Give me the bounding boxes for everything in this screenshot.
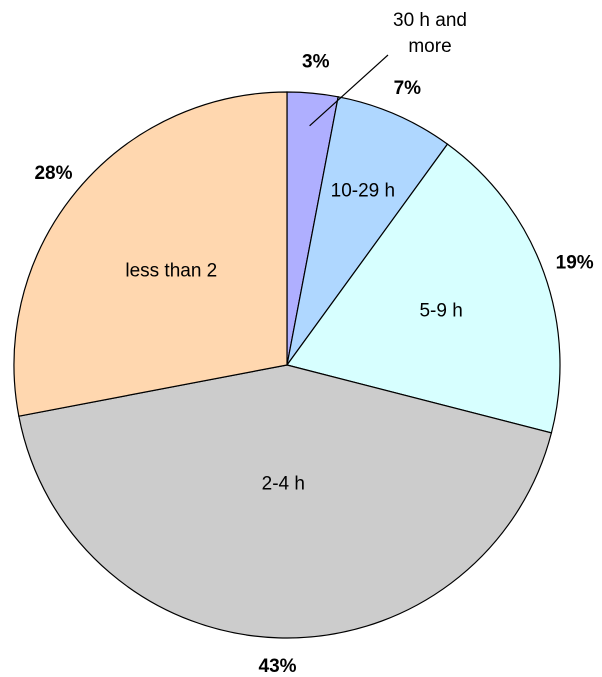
pie-labels: 3% 30 h and more 7% 10-29 h 19% 5-9 h 43% 2-4 h 2…: [34, 10, 593, 677]
pct-label-30-h-and-more: 3%: [302, 52, 330, 73]
pct-label-less-than-2: 28%: [34, 163, 72, 184]
category-label-5-9-h: 5-9 h: [419, 301, 462, 322]
pie-slice-2-4-h: [18, 364, 553, 639]
pct-label-2-4-h: 43%: [259, 656, 297, 677]
leader-line-30-h-and-more: [309, 54, 389, 127]
category-label-30-h-and-more: 30 h and more: [393, 10, 467, 57]
pie-slices: [13, 91, 561, 639]
pct-label-10-29-h: 7%: [394, 78, 422, 99]
pie-slice-less-than-2: [13, 91, 288, 417]
category-label-less-than-2: less than 2: [125, 260, 217, 281]
category-label-2-4-h: 2-4 h: [262, 473, 305, 494]
pie-slice-5-9-h: [285, 143, 561, 434]
pct-label-5-9-h: 19%: [556, 252, 594, 273]
category-label-10-29-h: 10-29 h: [331, 181, 395, 202]
